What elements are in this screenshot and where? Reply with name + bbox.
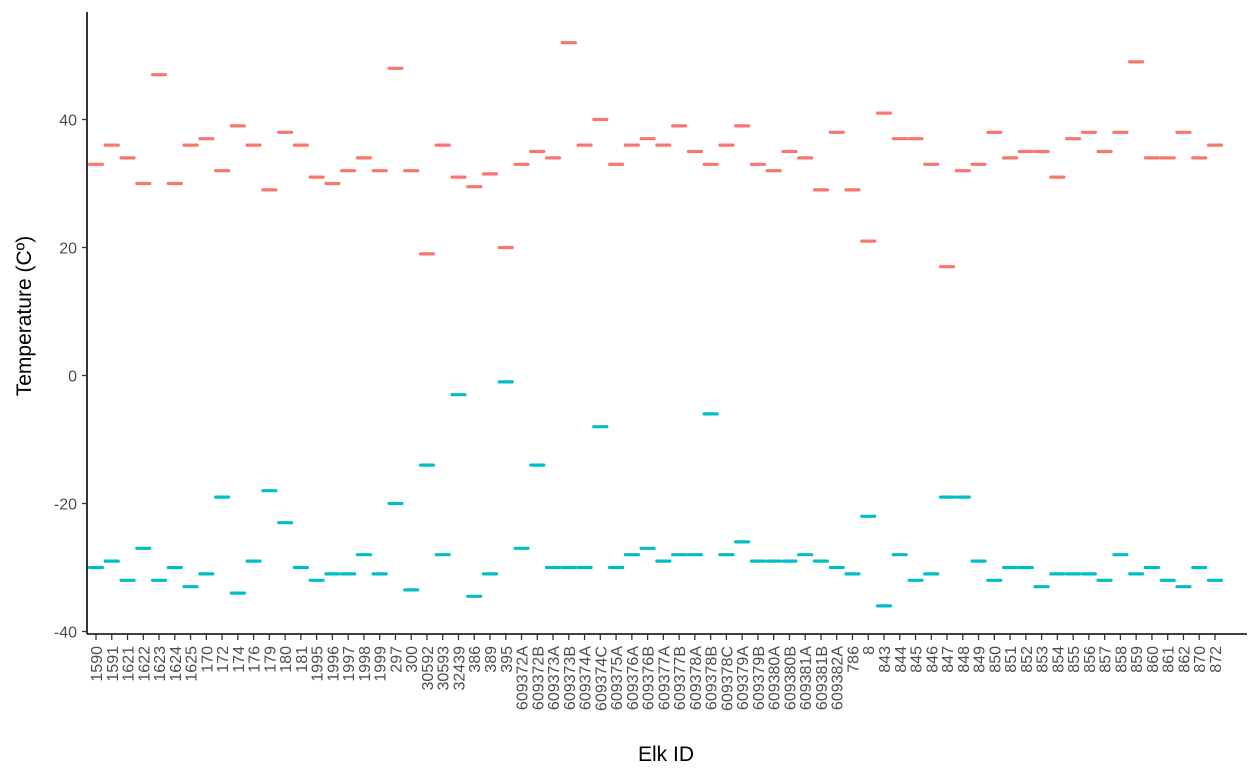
x-tick-label: 858	[1113, 646, 1130, 673]
x-tick-label: 609373A	[546, 646, 563, 710]
x-tick-label: 176	[247, 646, 264, 673]
x-tick-label: 609374C	[593, 646, 610, 711]
x-tick-label: 609372A	[515, 646, 532, 710]
x-tick-label: 1625	[184, 646, 201, 682]
x-axis-title: Elk ID	[638, 743, 694, 766]
x-tick-label: 609373B	[562, 646, 579, 710]
x-tick-label: 1997	[341, 646, 358, 682]
x-tick-label: 1624	[168, 646, 185, 682]
x-tick-label: 850	[987, 646, 1004, 673]
x-tick-label: 609372B	[530, 646, 547, 710]
y-tick-label: 40	[59, 113, 77, 130]
x-tick-label: 1621	[121, 646, 138, 682]
x-tick-label: 852	[1019, 646, 1036, 673]
labels-group: 40200-20-4015901591162116221623162416251…	[54, 113, 1225, 711]
x-tick-label: 1995	[310, 646, 327, 682]
x-tick-label: 847	[940, 646, 957, 673]
x-tick-label: 181	[294, 646, 311, 673]
y-tick-label: -20	[54, 497, 77, 514]
x-tick-label: 389	[483, 646, 500, 673]
x-tick-label: 857	[1098, 646, 1115, 673]
x-tick-label: 861	[1161, 646, 1178, 673]
x-tick-label: 851	[1003, 646, 1020, 673]
x-tick-label: 862	[1176, 646, 1193, 673]
y-tick-label: 20	[59, 241, 77, 258]
x-tick-label: 853	[1035, 646, 1052, 673]
x-tick-label: 609379A	[735, 646, 752, 710]
x-tick-label: 609378B	[704, 646, 721, 710]
x-tick-label: 30593	[436, 646, 453, 691]
x-tick-label: 1623	[152, 646, 169, 682]
x-tick-label: 609381A	[798, 646, 815, 710]
x-tick-label: 1591	[105, 646, 122, 682]
marks-group	[87, 41, 1224, 608]
x-tick-label: 845	[909, 646, 926, 673]
x-tick-label: 180	[278, 646, 295, 673]
x-tick-label: 854	[1050, 646, 1067, 673]
x-tick-label: 1996	[325, 646, 342, 682]
x-tick-label: 843	[877, 646, 894, 673]
x-tick-label: 609377B	[672, 646, 689, 710]
x-tick-label: 174	[231, 646, 248, 673]
x-tick-label: 395	[499, 646, 516, 673]
x-tick-label: 609377A	[656, 646, 673, 710]
x-tick-label: 609381B	[814, 646, 831, 710]
x-tick-label: 1998	[357, 646, 374, 682]
axes-group	[82, 12, 1247, 640]
x-tick-label: 1590	[89, 646, 106, 682]
x-tick-label: 609376A	[625, 646, 642, 710]
x-tick-label: 860	[1145, 646, 1162, 673]
x-tick-label: 1999	[373, 646, 390, 682]
y-tick-label: -40	[54, 625, 77, 642]
x-tick-label: 870	[1192, 646, 1209, 673]
x-tick-label: 609380B	[782, 646, 799, 710]
y-tick-label: 0	[68, 369, 77, 386]
x-tick-label: 846	[924, 646, 941, 673]
x-tick-label: 844	[893, 646, 910, 673]
x-tick-label: 386	[467, 646, 484, 673]
x-tick-label: 856	[1082, 646, 1099, 673]
x-tick-label: 300	[404, 646, 421, 673]
x-tick-label: 172	[215, 646, 232, 673]
x-tick-label: 32439	[451, 646, 468, 691]
x-tick-label: 609379B	[751, 646, 768, 710]
y-axis-title: Temperature (Cº)	[13, 236, 36, 397]
x-tick-label: 849	[972, 646, 989, 673]
x-tick-label: 8	[861, 646, 878, 655]
x-tick-label: 609380A	[767, 646, 784, 710]
x-tick-label: 786	[845, 646, 862, 673]
x-tick-label: 297	[388, 646, 405, 673]
x-tick-label: 170	[199, 646, 216, 673]
x-tick-label: 855	[1066, 646, 1083, 673]
x-tick-label: 609376B	[641, 646, 658, 710]
x-tick-label: 609374A	[578, 646, 595, 710]
x-tick-label: 1622	[136, 646, 153, 682]
x-tick-label: 848	[956, 646, 973, 673]
x-tick-label: 872	[1208, 646, 1225, 673]
x-tick-label: 859	[1129, 646, 1146, 673]
x-tick-label: 609382A	[830, 646, 847, 710]
x-tick-label: 30592	[420, 646, 437, 691]
x-tick-label: 609375A	[609, 646, 626, 710]
x-tick-label: 179	[262, 646, 279, 673]
x-tick-label: 609378C	[719, 646, 736, 711]
x-tick-label: 609378A	[688, 646, 705, 710]
